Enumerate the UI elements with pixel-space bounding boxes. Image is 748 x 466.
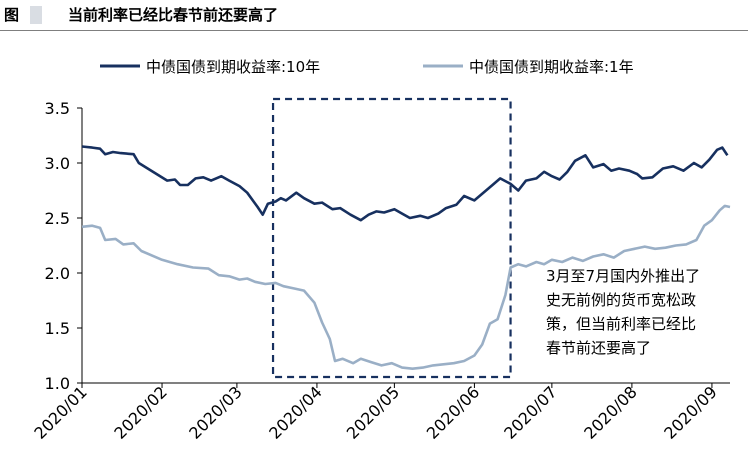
figure-number-redacted [30,6,42,24]
highlight-box [271,97,512,379]
y-tick-label: 3.0 [45,154,70,173]
x-tick-label: 2020/08 [580,382,640,442]
x-tick-label: 2020/05 [343,382,403,442]
y-tick-label: 2.5 [45,209,70,228]
x-tick-label: 2020/04 [265,382,325,442]
x-tick-label: 2020/09 [660,382,720,442]
y-tick-label: 3.5 [45,99,70,118]
y-tick-label: 1.0 [45,374,70,393]
legend-label-1y: 中债国债到期收益率:1年 [469,58,634,76]
x-tick-label: 2020/03 [185,382,245,442]
annotation-line: 策，但当前利率已经比 [546,315,696,333]
figure-label: 图 [4,6,20,24]
series-line-10y [81,145,729,222]
annotation-line: 史无前例的货币宽松政 [546,291,696,309]
x-tick-label: 2020/07 [500,382,560,442]
annotation-line: 春节前还要高了 [546,339,651,357]
highlight-rect [271,97,512,379]
x-axis: 2020/01 2020/02 2020/03 2020/04 2020/05 2020/… [30,382,730,443]
series-line-1y [81,204,731,370]
legend-label-10y: 中债国债到期收益率:10年 [146,58,320,76]
figure-header: 图 当前利率已经比春节前还要高了 [0,0,748,30]
y-tick-label: 1.5 [45,319,70,338]
chart-series [81,145,731,370]
x-tick-label: 2020/02 [110,382,170,442]
chart-legend: 中债国债到期收益率:10年 中债国债到期收益率:1年 [100,58,634,76]
figure-title: 当前利率已经比春节前还要高了 [68,6,279,24]
y-tick-label: 2.0 [45,264,70,283]
y-axis: 1.0 1.5 2.0 2.5 3.0 3.5 [45,99,83,393]
header-rule [0,30,748,31]
annotation-line: 3月至7月国内外推出了 [546,267,700,285]
x-tick-label: 2020/06 [423,382,483,442]
